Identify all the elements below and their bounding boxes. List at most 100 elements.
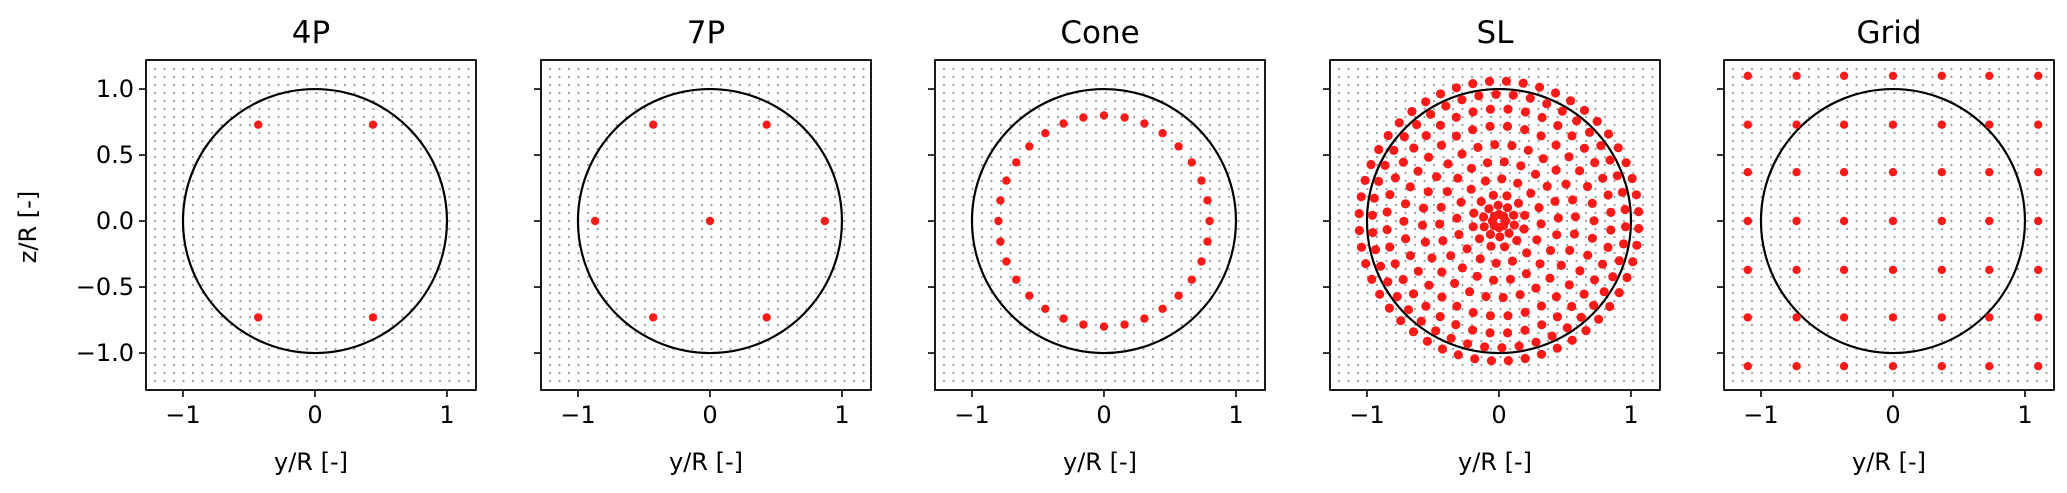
data-point xyxy=(1466,184,1476,194)
data-point xyxy=(1468,79,1478,89)
data-point xyxy=(1552,312,1562,322)
data-points xyxy=(254,120,378,322)
axes-frame xyxy=(1329,59,1661,391)
data-point xyxy=(1504,228,1514,238)
data-point xyxy=(1985,265,1994,275)
data-point xyxy=(1538,154,1548,164)
data-point xyxy=(1621,158,1631,168)
data-point xyxy=(1502,191,1512,201)
data-point xyxy=(1465,287,1475,297)
data-point xyxy=(1526,188,1536,198)
data-point xyxy=(1485,229,1495,239)
data-point xyxy=(1354,225,1364,236)
data-point xyxy=(1567,335,1577,345)
data-point xyxy=(1550,196,1560,206)
data-point xyxy=(1985,216,1994,226)
data-point xyxy=(1392,291,1402,302)
data-point xyxy=(1438,236,1448,246)
rotor-circle xyxy=(1759,87,2027,355)
rotor-circle xyxy=(181,87,449,355)
data-point xyxy=(1839,216,1849,226)
background-dot-grid xyxy=(1731,67,2048,383)
data-point xyxy=(254,313,263,322)
data-point xyxy=(1495,232,1505,242)
data-point xyxy=(1462,244,1472,254)
data-point xyxy=(1012,275,1021,284)
data-point xyxy=(1584,127,1595,137)
data-point xyxy=(1536,349,1547,359)
data-point xyxy=(1436,202,1446,212)
data-point xyxy=(1589,216,1599,226)
data-point xyxy=(1579,289,1589,299)
data-point xyxy=(1041,304,1050,313)
data-point xyxy=(1499,157,1509,167)
data-point xyxy=(1442,187,1452,197)
data-point xyxy=(1474,91,1484,101)
data-point xyxy=(1507,141,1517,151)
data-point xyxy=(1503,104,1513,114)
data-point xyxy=(1534,203,1544,213)
data-point xyxy=(1437,267,1447,277)
x-axis-label: y/R [-] xyxy=(1852,448,1926,476)
panel-7p: 7P −1 0 1 y/R [-] xyxy=(534,15,872,476)
data-point xyxy=(1888,168,1898,177)
data-point xyxy=(1589,300,1599,310)
data-point xyxy=(1203,196,1212,205)
data-point xyxy=(1457,95,1467,105)
data-point xyxy=(1570,212,1580,222)
data-point xyxy=(1537,112,1547,123)
data-point xyxy=(1385,242,1395,252)
data-point xyxy=(1368,228,1378,238)
data-point xyxy=(1631,190,1641,200)
data-point xyxy=(1535,82,1545,92)
data-point xyxy=(1503,356,1513,366)
panel-sl: SL −1 0 1 y/R [-] xyxy=(1323,15,1661,476)
data-point xyxy=(1025,291,1034,300)
data-point xyxy=(1937,168,1947,177)
data-point xyxy=(1451,320,1461,330)
rotor-circle xyxy=(576,87,844,355)
data-point xyxy=(1503,328,1513,338)
data-point xyxy=(1385,190,1395,200)
data-point xyxy=(1613,143,1623,153)
data-point xyxy=(1792,71,1801,81)
data-point xyxy=(1583,250,1593,260)
data-point xyxy=(1888,216,1898,226)
data-point xyxy=(1621,222,1631,232)
data-point xyxy=(1396,316,1406,326)
panel-4p: 4P −1 0 1 1.0 0.5 0.0 −0.5 −1.0 y/R [-] xyxy=(76,15,477,476)
x-tick-label: 1 xyxy=(1228,401,1243,429)
data-point xyxy=(1520,210,1530,220)
data-point xyxy=(1603,190,1613,200)
data-point xyxy=(1497,343,1507,353)
data-point xyxy=(1552,343,1562,353)
x-axis-label: y/R [-] xyxy=(1458,448,1532,476)
data-point xyxy=(1468,107,1478,117)
x-tick-label: −1 xyxy=(560,401,595,429)
data-point xyxy=(1099,322,1109,331)
data-point xyxy=(1508,90,1518,100)
rotor-circle xyxy=(1365,87,1633,355)
data-point xyxy=(1484,204,1494,214)
data-point xyxy=(1059,314,1068,323)
x-tick-label: 1 xyxy=(834,401,849,429)
data-point xyxy=(1475,254,1485,264)
data-point xyxy=(1553,213,1563,223)
data-point xyxy=(1420,237,1430,247)
background-dot-grid xyxy=(548,67,865,383)
data-point xyxy=(1598,173,1608,183)
x-tick-label: 0 xyxy=(702,401,717,429)
data-points xyxy=(1354,76,1644,366)
x-axis-label: y/R [-] xyxy=(1063,448,1137,476)
data-point xyxy=(1888,120,1898,129)
data-point xyxy=(1435,312,1445,322)
data-point xyxy=(1360,175,1370,185)
data-point xyxy=(762,313,771,322)
x-axis-label: y/R [-] xyxy=(669,448,743,476)
data-point xyxy=(1421,301,1431,311)
data-point xyxy=(1408,289,1419,299)
data-point xyxy=(1485,121,1495,131)
data-point xyxy=(1537,320,1547,330)
data-point xyxy=(1424,152,1434,162)
data-point xyxy=(1174,291,1183,300)
